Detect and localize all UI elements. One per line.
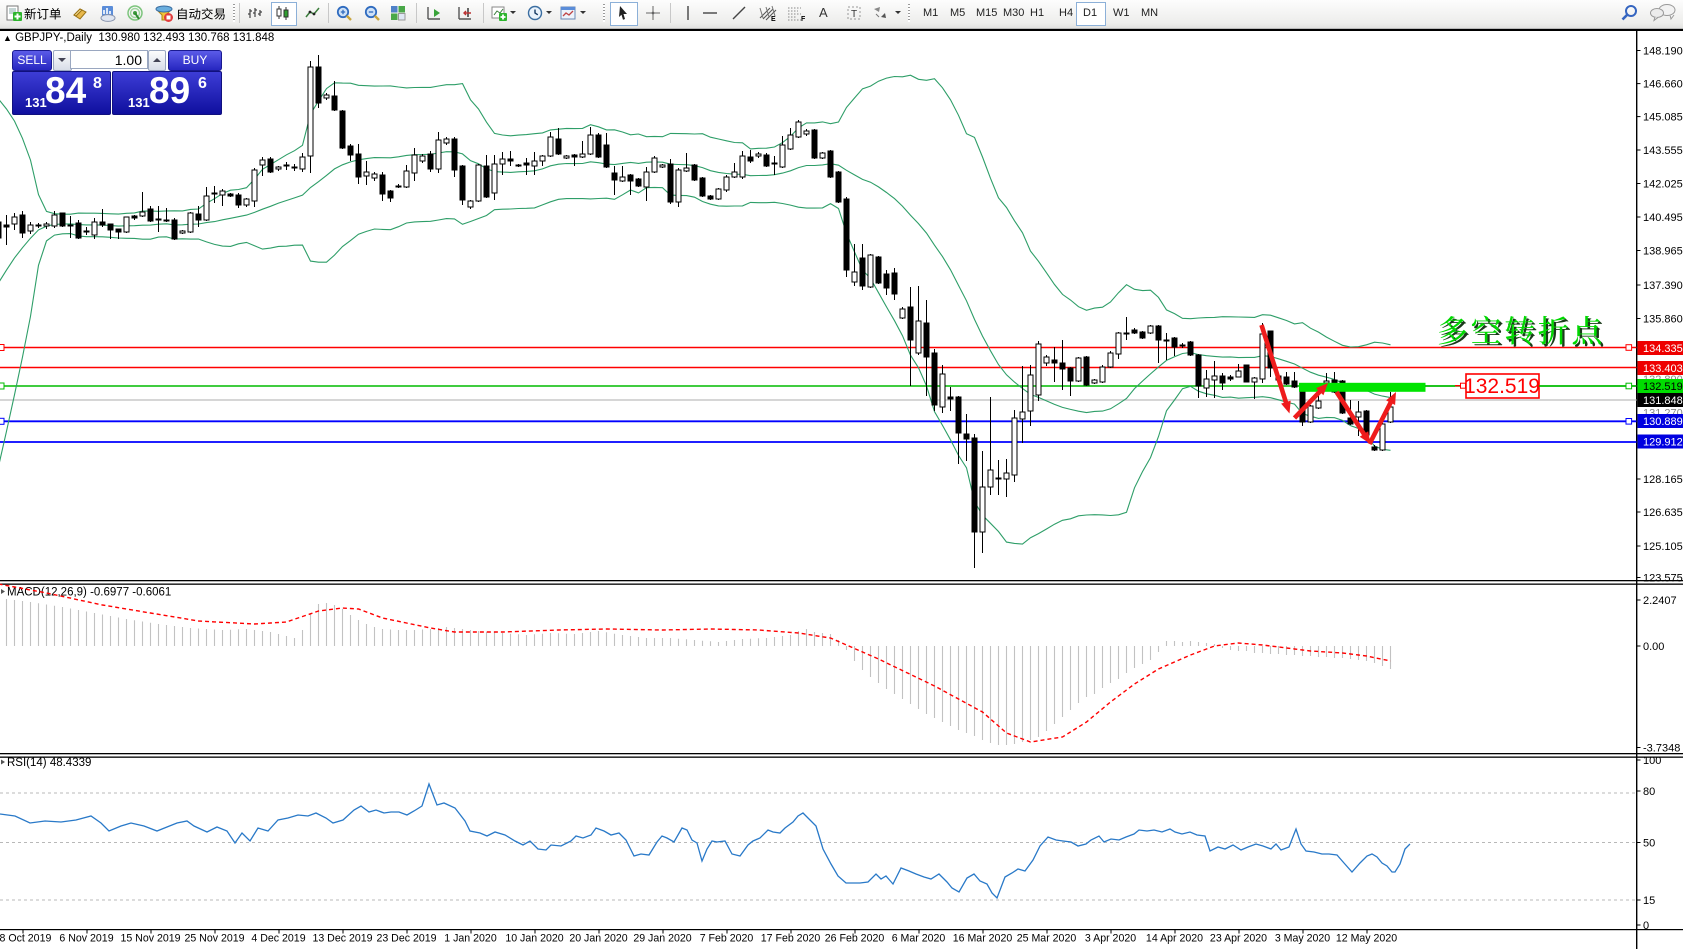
svg-text:10 Jan 2020: 10 Jan 2020 — [505, 933, 563, 945]
svg-text:23 Apr 2020: 23 Apr 2020 — [1210, 933, 1267, 945]
svg-text:129.912: 129.912 — [1643, 437, 1683, 449]
svg-text:132.519: 132.519 — [1464, 375, 1540, 398]
svg-text:133.403: 133.403 — [1643, 363, 1683, 375]
svg-text:25 Mar 2020: 25 Mar 2020 — [1017, 933, 1077, 945]
svg-text:26 Feb 2020: 26 Feb 2020 — [825, 933, 885, 945]
svg-text:E: E — [771, 16, 776, 22]
svg-text:146.660: 146.660 — [1643, 79, 1683, 91]
svg-text:23 Dec 2019: 23 Dec 2019 — [376, 933, 436, 945]
svg-text:123.575: 123.575 — [1643, 573, 1683, 585]
svg-text:140.495: 140.495 — [1643, 212, 1683, 224]
svg-text:16 Mar 2020: 16 Mar 2020 — [953, 933, 1013, 945]
svg-text:148.190: 148.190 — [1643, 46, 1683, 58]
svg-text:F: F — [801, 16, 806, 22]
svg-text:20 Jan 2020: 20 Jan 2020 — [569, 933, 627, 945]
svg-text:134.335: 134.335 — [1643, 343, 1683, 355]
svg-text:138.965: 138.965 — [1643, 246, 1683, 258]
svg-text:13 Dec 2019: 13 Dec 2019 — [312, 933, 372, 945]
svg-text:7 Feb 2020: 7 Feb 2020 — [700, 933, 754, 945]
svg-text:1 Jan 2020: 1 Jan 2020 — [444, 933, 497, 945]
svg-text:125.105: 125.105 — [1643, 541, 1683, 553]
svg-text:126.635: 126.635 — [1643, 507, 1683, 519]
svg-text:T: T — [851, 9, 857, 20]
svg-text:3 May 2020: 3 May 2020 — [1275, 933, 1330, 945]
svg-text:14 Apr 2020: 14 Apr 2020 — [1146, 933, 1203, 945]
svg-text:130.889: 130.889 — [1643, 416, 1683, 428]
svg-text:100: 100 — [1643, 755, 1661, 767]
svg-text:131.848: 131.848 — [1643, 395, 1683, 407]
svg-text:15: 15 — [1643, 895, 1655, 907]
svg-text:29 Jan 2020: 29 Jan 2020 — [633, 933, 691, 945]
svg-text:135.860: 135.860 — [1643, 314, 1683, 326]
svg-text:17 Feb 2020: 17 Feb 2020 — [761, 933, 821, 945]
svg-text:-3.7348: -3.7348 — [1643, 743, 1680, 755]
svg-text:4 Dec 2019: 4 Dec 2019 — [251, 933, 305, 945]
svg-text:RSI(14) 48.4339: RSI(14) 48.4339 — [7, 757, 91, 769]
svg-text:6 Nov 2019: 6 Nov 2019 — [59, 933, 113, 945]
svg-text:50: 50 — [1643, 838, 1655, 850]
svg-text:MACD(12,26,9) -0.6977 -0.6061: MACD(12,26,9) -0.6977 -0.6061 — [7, 587, 171, 599]
svg-text:3 Apr 2020: 3 Apr 2020 — [1085, 933, 1136, 945]
svg-text:137.390: 137.390 — [1643, 280, 1683, 292]
svg-text:80: 80 — [1643, 786, 1655, 798]
svg-text:12 May 2020: 12 May 2020 — [1336, 933, 1397, 945]
svg-text:132.519: 132.519 — [1643, 381, 1683, 393]
svg-text:128.165: 128.165 — [1643, 474, 1683, 486]
svg-text:25 Nov 2019: 25 Nov 2019 — [184, 933, 244, 945]
svg-text:6 Mar 2020: 6 Mar 2020 — [892, 933, 946, 945]
svg-text:28 Oct 2019: 28 Oct 2019 — [0, 933, 51, 945]
svg-text:0.00: 0.00 — [1643, 641, 1664, 653]
svg-text:15 Nov 2019: 15 Nov 2019 — [120, 933, 180, 945]
svg-text:143.555: 143.555 — [1643, 145, 1683, 157]
svg-text:0: 0 — [1643, 920, 1649, 932]
svg-text:145.085: 145.085 — [1643, 112, 1683, 124]
svg-text:142.025: 142.025 — [1643, 179, 1683, 191]
svg-text:2.2407: 2.2407 — [1643, 595, 1677, 607]
